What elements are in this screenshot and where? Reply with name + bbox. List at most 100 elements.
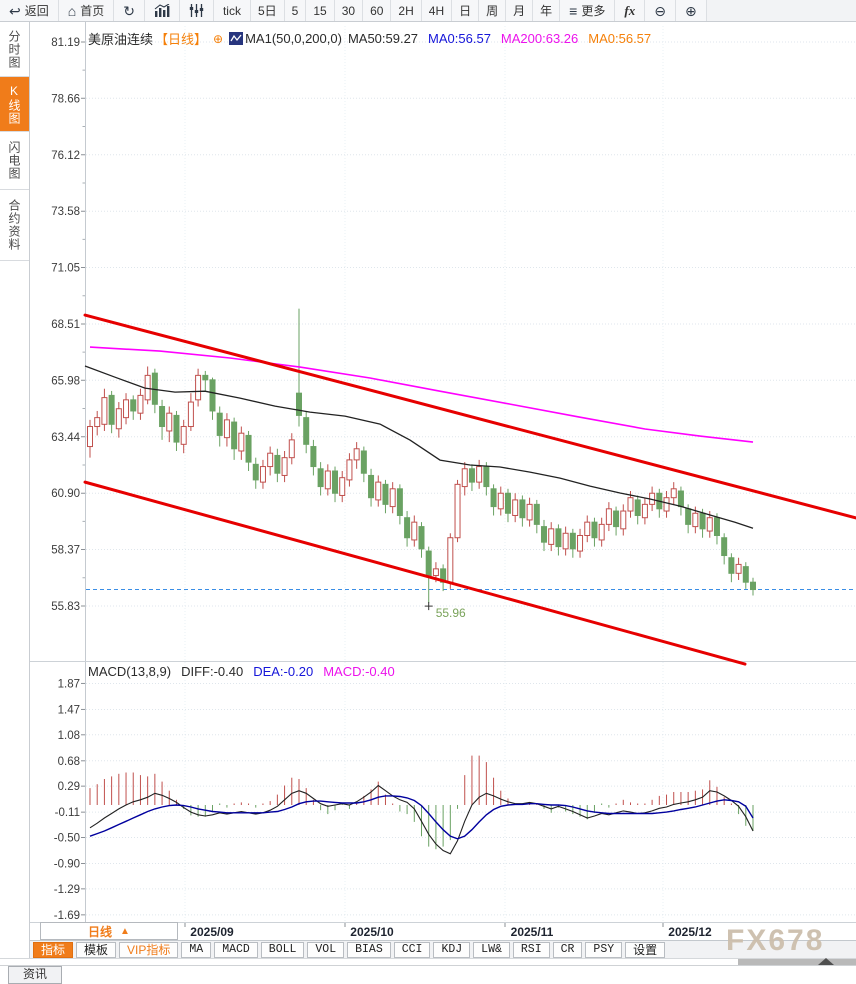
interval-day-button[interactable]: 日 [452, 0, 480, 21]
ma50-value: MA50:59.27 [347, 31, 419, 46]
interval-5d-button[interactable]: 5日 [250, 0, 285, 21]
price-gridlines [81, 41, 856, 607]
ma200-value: MA200:63.26 [500, 31, 579, 46]
psy-button[interactable]: PSY [585, 941, 623, 958]
low-price-label: 55.96 [436, 606, 466, 620]
more-button[interactable]: ≡ 更多 [560, 0, 616, 21]
ma-button[interactable]: MA [181, 941, 212, 958]
tab-lightning-chart[interactable]: 闪电图 [0, 132, 29, 190]
kline-style-button[interactable] [179, 0, 214, 21]
low-marker: 55.96 [424, 602, 466, 620]
kline-mini-icon [229, 32, 244, 45]
chart-title: 美原油连续 【日线】 ⊕ MA1(50,0,200,0) MA50:59.27 … [88, 29, 657, 48]
chart-style-button[interactable] [144, 0, 180, 21]
interval-4h-button-label: 4H [428, 3, 445, 18]
tab-news[interactable]: 资讯 [8, 966, 63, 984]
scrollbar-thumb[interactable] [738, 959, 856, 965]
month-tick-label: 2025/09 [190, 925, 234, 939]
price-tick-label: 60.90 [51, 488, 80, 500]
home-icon: ⌂ [67, 2, 77, 19]
period-dropdown-label: 日线 [88, 924, 113, 939]
zoom-in-button[interactable]: ⊕ [675, 0, 707, 21]
macd-tick-label: -0.90 [54, 859, 80, 871]
zoom-out-icon: ⊖ [654, 2, 666, 19]
macd-button[interactable]: MACD [214, 941, 258, 958]
ma50-line [84, 365, 754, 529]
kdj-button[interactable]: KDJ [433, 941, 471, 958]
top-toolbar: ↩ 返回 ⌂ 首页 ↻ tick 5日 5 15 30 60 2H 4H 日周月年 ≡ 更多 fx ⊖ ⊕ [0, 0, 856, 22]
panel-dividers [30, 22, 856, 940]
rsi-button[interactable]: RSI [512, 941, 550, 958]
horizontal-scrollbar[interactable] [0, 958, 856, 966]
ma0-value-orange: MA0:56.57 [588, 31, 652, 46]
time-axis: 2025/09 2025/10 2025/11 2025/12 [184, 26, 712, 939]
interval-month-button-label: 月 [513, 4, 526, 18]
interval-30-button[interactable]: 30 [334, 0, 364, 21]
zoom-in-icon: ⊕ [684, 2, 697, 19]
vol-button[interactable]: VOL [307, 941, 345, 958]
price-tick-label: 71.05 [51, 263, 80, 275]
interval-tick-button[interactable]: tick [213, 0, 251, 21]
settings-button[interactable]: 设置 [625, 941, 666, 958]
ma-definition: MA1(50,0,200,0) [245, 31, 342, 46]
tab-time-chart[interactable]: 分时图 [0, 22, 29, 77]
home-button-label: 首页 [80, 4, 105, 18]
bias-button[interactable]: BIAS [347, 941, 391, 958]
bar-chart-icon [154, 4, 170, 17]
indicator-button[interactable]: 指标 [33, 941, 74, 958]
chart-type-sidebar: 分时图 K线图 闪电图 合约资料 [0, 22, 30, 963]
tab-kline-chart[interactable]: K线图 [0, 77, 29, 132]
lw-button[interactable]: LW& [473, 941, 510, 958]
macd-tick-label: 1.87 [58, 678, 80, 690]
interval-2h-button[interactable]: 2H [391, 0, 422, 21]
interval-week-button-label: 周 [486, 4, 499, 18]
interval-5-button-label: 5 [291, 3, 299, 18]
interval-day-button-label: 日 [459, 4, 472, 18]
candles-layer[interactable] [87, 308, 756, 604]
cr-button[interactable]: CR [552, 941, 583, 958]
interval-60-button[interactable]: 60 [363, 0, 392, 21]
macd-diff-value: DIFF:-0.40 [181, 664, 244, 679]
vip-indicator-button[interactable]: VIP指标 [119, 941, 179, 958]
tab-contract-info[interactable]: 合约资料 [0, 190, 29, 261]
price-tick-label: 73.58 [51, 206, 80, 218]
period-dropdown[interactable]: 日线 ▲ [40, 922, 178, 940]
period-label: 【日线】 [155, 32, 208, 47]
macd-definition: MACD(13,8,9) [88, 664, 172, 679]
trend-upper-line[interactable] [83, 313, 856, 520]
interval-year-button-label: 年 [540, 4, 553, 18]
interval-15-button[interactable]: 15 [306, 0, 335, 21]
menu-icon: ≡ [569, 2, 578, 19]
zoom-out-button[interactable]: ⊖ [645, 0, 676, 21]
interval-5-button[interactable]: 5 [284, 0, 307, 21]
interval-5d-button-label: 5日 [257, 4, 277, 18]
macd-tick-label: 1.47 [58, 704, 80, 716]
add-indicator-icon[interactable]: ⊕ [213, 31, 224, 46]
interval-week-button[interactable]: 周 [479, 0, 507, 21]
macd-tick-label: -0.50 [54, 833, 80, 845]
trend-lower-line[interactable] [83, 480, 747, 666]
collapse-panel-arrow-icon[interactable] [818, 958, 834, 965]
cci-button[interactable]: CCI [393, 941, 431, 958]
interval-month-button[interactable]: 月 [506, 0, 534, 21]
macd-tick-label: 0.29 [58, 781, 80, 793]
macd-tick-label: -0.11 [55, 807, 80, 819]
interval-tick-button-label: tick [222, 3, 241, 18]
interval-year-button[interactable]: 年 [533, 0, 561, 21]
refresh-button[interactable]: ↻ [114, 0, 145, 21]
home-button[interactable]: ⌂ 首页 [58, 0, 115, 21]
chevron-up-icon: ▲ [120, 925, 130, 937]
price-tick-label: 81.19 [51, 37, 80, 49]
fx-indicator-button[interactable]: fx [615, 0, 646, 21]
back-button[interactable]: ↩ 返回 [0, 0, 59, 21]
interval-60-button-label: 60 [370, 3, 384, 18]
boll-button[interactable]: BOLL [260, 941, 305, 958]
month-tick-label: 2025/11 [511, 925, 554, 939]
macd-header: MACD(13,8,9) DIFF:-0.40 DEA:-0.20 MACD:-… [88, 664, 405, 679]
interval-4h-button[interactable]: 4H [421, 0, 453, 21]
macd-tick-label: -1.69 [54, 910, 80, 922]
macd-tick-label: -1.29 [54, 884, 80, 896]
macd-dea-value: DEA:-0.20 [253, 664, 314, 679]
template-button[interactable]: 模板 [76, 941, 117, 958]
